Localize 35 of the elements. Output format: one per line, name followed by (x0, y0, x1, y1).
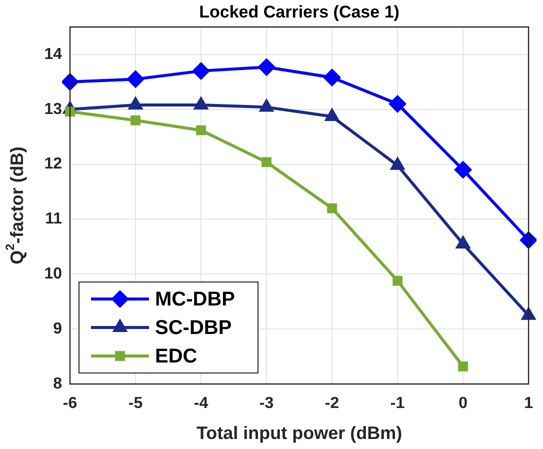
x-tick-label: -3 (259, 395, 274, 412)
legend-label: MC-DBP (155, 288, 235, 311)
point (454, 160, 472, 179)
y-tick-label: 13 (44, 100, 62, 118)
point (126, 70, 145, 88)
y-tick-label: 8 (53, 375, 62, 392)
point (62, 72, 79, 91)
point (458, 361, 468, 372)
point (262, 157, 272, 168)
point (323, 68, 342, 87)
y-tick-label: 10 (44, 266, 62, 283)
legend-label: SC-DBP (155, 317, 232, 340)
point (130, 115, 140, 126)
point (192, 62, 210, 80)
x-tick-label: 0 (458, 395, 468, 412)
y-tick-label: 9 (53, 320, 62, 338)
point (196, 125, 206, 136)
legend-label: EDC (155, 346, 198, 368)
point (327, 203, 337, 214)
point (388, 94, 407, 113)
chart-title: Locked Carriers (Case 1) (199, 2, 400, 22)
x-tick-label: 1 (524, 395, 534, 412)
x-tick-label: -4 (194, 395, 208, 412)
x-axis-title: Total input power (dBm) (196, 422, 402, 443)
point (258, 58, 276, 76)
y-axis-title: Q2-factor (dB) (3, 146, 27, 264)
x-tick-label: -2 (324, 395, 340, 412)
point (520, 231, 537, 250)
y-tick-label: 12 (44, 156, 62, 173)
x-tick-label: -5 (128, 395, 143, 412)
point (392, 276, 402, 286)
y-tick-label: 14 (44, 46, 62, 63)
y-tick-label: 11 (45, 210, 62, 228)
x-tick-label: -6 (62, 395, 78, 412)
x-tick-label: -1 (390, 395, 405, 412)
